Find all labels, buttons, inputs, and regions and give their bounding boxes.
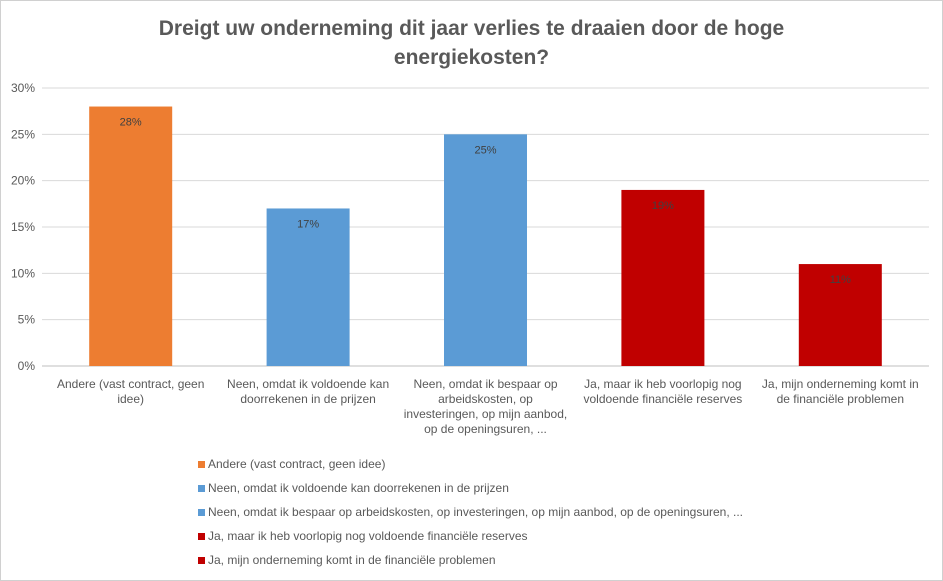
x-tick-label-line: de financiële problemen (776, 392, 904, 406)
x-tick-label: Andere (vast contract, geen idee) (45, 377, 217, 407)
bar (89, 106, 173, 367)
y-tick-label: 5% (18, 313, 36, 327)
x-tick-label-line: op de openingsuren, ... (424, 422, 547, 436)
x-tick-label-line: arbeidskosten, op (438, 392, 533, 406)
y-tick-label: 25% (11, 127, 35, 141)
bar (266, 208, 350, 366)
x-tick-label-line: investeringen, op mijn aanbod, (403, 407, 568, 421)
legend-swatch (198, 460, 205, 468)
legend-item: Ja, mijn onderneming komt in de financië… (198, 548, 743, 572)
legend-label: Neen, omdat ik bespaar op arbeidskosten,… (208, 505, 744, 519)
x-tick-label-line: idee) (117, 392, 145, 406)
x-tick-label-line: voldoende financiële reserves (583, 392, 743, 406)
y-tick-label: 0% (18, 359, 36, 373)
x-tick-label: Ja, maar ik heb voorlopig nog voldoende f… (577, 377, 749, 407)
legend-swatch (198, 532, 205, 540)
x-tick-label: Neen, omdat ik voldoende kan doorrekenen … (222, 377, 394, 407)
x-tick-label: Neen, omdat ik bespaar op arbeidskosten, … (400, 377, 572, 437)
y-tick-label: 15% (11, 220, 35, 234)
bar (444, 134, 527, 366)
legend-label: Neen, omdat ik voldoende kan doorrekenen… (208, 481, 509, 495)
x-tick-label-line: Andere (vast contract, geen (56, 377, 205, 391)
y-tick-label: 30% (11, 81, 35, 95)
data-label: 19% (652, 200, 674, 212)
chart-title-line-2: energiekosten? (393, 46, 550, 69)
legend-label: Ja, maar ik heb voorlopig nog voldoende … (208, 529, 528, 543)
legend-swatch (198, 556, 205, 564)
bar (621, 189, 705, 366)
data-label: 17% (297, 218, 319, 230)
x-tick-label-line: Neen, omdat ik bespaar op (413, 377, 558, 391)
y-tick-label: 20% (11, 174, 35, 188)
chart-legend: Andere (vast contract, geen idee) Neen, o… (198, 452, 743, 572)
chart-title-line-1: Dreigt uw onderneming dit jaar verlies t… (158, 17, 785, 40)
legend-swatch (198, 508, 205, 516)
data-label: 28% (120, 117, 142, 129)
legend-label: Ja, mijn onderneming komt in de financië… (208, 553, 496, 567)
legend-label: Andere (vast contract, geen idee) (208, 457, 386, 471)
x-tick-label-line: doorrekenen in de prijzen (240, 392, 376, 406)
bar (798, 264, 882, 366)
x-tick-label-line: Ja, maar ik heb voorlopig nog (584, 377, 742, 391)
legend-item: Ja, maar ik heb voorlopig nog voldoende … (198, 524, 743, 548)
data-label: 25% (474, 144, 496, 156)
legend-item: Andere (vast contract, geen idee) (198, 452, 743, 476)
x-tick-label-line: Ja, mijn onderneming komt in (761, 377, 919, 391)
legend-item: Neen, omdat ik bespaar op arbeidskosten,… (198, 500, 743, 524)
x-tick-label: Ja, mijn onderneming komt in de financiël… (754, 377, 926, 407)
y-tick-label: 10% (11, 266, 35, 280)
data-label: 11% (830, 274, 851, 286)
legend-swatch (198, 484, 205, 492)
legend-item: Neen, omdat ik voldoende kan doorrekenen… (198, 476, 743, 500)
x-tick-label-line: Neen, omdat ik voldoende kan (227, 377, 390, 391)
chart-title: Dreigt uw onderneming dit jaar verlies t… (0, 14, 943, 72)
